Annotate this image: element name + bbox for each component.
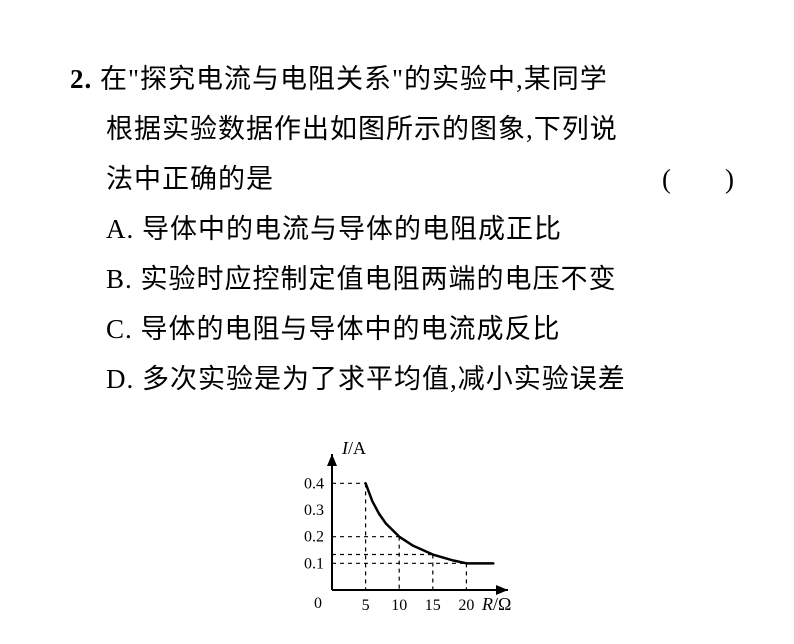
curve: [366, 483, 494, 563]
origin-label: 0: [314, 595, 322, 612]
stem-text-1: 在"探究电流与电阻关系"的实验中,某同学: [100, 64, 608, 94]
x-tick-label: 10: [391, 597, 407, 614]
option-b-letter: B.: [106, 264, 133, 294]
option-c: C. 导体的电阻与导体中的电流成反比: [70, 305, 744, 355]
x-axis-label: R/Ω: [481, 594, 511, 614]
option-c-letter: C.: [106, 314, 133, 344]
option-b-text: 实验时应控制定值电阻两端的电压不变: [141, 264, 617, 294]
option-b: B. 实验时应控制定值电阻两端的电压不变: [70, 255, 744, 305]
option-d-letter: D.: [106, 364, 134, 394]
stem-line-2: 根据实验数据作出如图所示的图象,下列说: [70, 105, 744, 155]
option-d: D. 多次实验是为了求平均值,减小实验误差: [70, 355, 744, 405]
x-tick-label: 5: [362, 597, 370, 614]
stem-line-1: 2. 在"探究电流与电阻关系"的实验中,某同学: [70, 55, 744, 105]
question-block: 2. 在"探究电流与电阻关系"的实验中,某同学 根据实验数据作出如图所示的图象,…: [70, 55, 744, 405]
y-tick-label: 0.2: [304, 529, 324, 546]
stem-line-3: 法中正确的是 ( ): [70, 155, 744, 205]
option-c-text: 导体的电阻与导体中的电流成反比: [141, 314, 561, 344]
x-tick-label: 15: [425, 597, 441, 614]
x-tick-label: 20: [458, 597, 474, 614]
y-tick-label: 0.3: [304, 502, 324, 519]
y-axis-arrow: [327, 454, 337, 466]
option-a-letter: A.: [106, 214, 134, 244]
y-tick-label: 0.4: [304, 475, 324, 492]
chart-svg: 0.1 0.2 0.3 0.4 5 10 15 20 0 I/A R/Ω: [260, 440, 540, 630]
option-d-text: 多次实验是为了求平均值,减小实验误差: [142, 364, 626, 394]
stem-text-3: 法中正确的是: [106, 155, 274, 205]
answer-paren: ( ): [662, 155, 744, 205]
y-tick-label: 0.1: [304, 555, 324, 572]
option-a-text: 导体中的电流与导体的电阻成正比: [142, 214, 562, 244]
y-axis-label: I/A: [341, 440, 366, 458]
question-number: 2.: [70, 64, 92, 94]
chart: 0.1 0.2 0.3 0.4 5 10 15 20 0 I/A R/Ω: [260, 440, 540, 630]
option-a: A. 导体中的电流与导体的电阻成正比: [70, 205, 744, 255]
